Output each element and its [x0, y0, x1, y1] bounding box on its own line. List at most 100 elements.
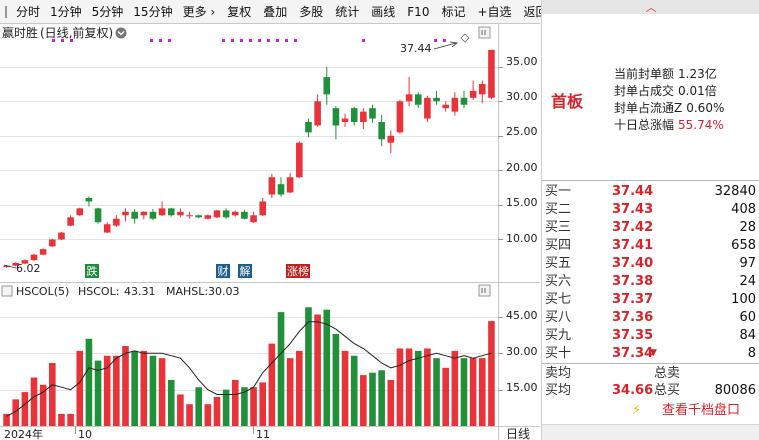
mark-button[interactable]: 标记: [441, 4, 466, 19]
f10-button[interactable]: F10: [407, 4, 430, 19]
signal-dot: [443, 39, 446, 42]
bid-row[interactable]: 买六 37.38 24: [542, 273, 759, 290]
date-axis-label: 2024年: [4, 427, 43, 440]
volume-bar: [305, 307, 312, 426]
candle-body: [222, 210, 230, 218]
volume-bar: [405, 348, 413, 426]
total-sell-label: 总卖: [654, 366, 681, 381]
bid-price: 37.40: [612, 256, 654, 271]
adjust-button[interactable]: 复权: [227, 4, 252, 19]
bid-volume: 24: [739, 274, 756, 289]
stats-button[interactable]: 统计: [335, 4, 360, 19]
bid-row[interactable]: 买九 37.35 84: [542, 327, 759, 344]
bid-price: 37.38: [612, 274, 654, 289]
signal-dot: [267, 39, 270, 42]
volume-bar: [387, 379, 395, 426]
candle-body: [451, 97, 459, 112]
volume-bar: [67, 413, 74, 426]
candle-body: [39, 249, 47, 255]
bid-level: 买六: [545, 274, 572, 289]
marker-unlock[interactable]: 解: [238, 264, 252, 278]
price-axis-tick: 35.00: [506, 55, 538, 68]
bid-row[interactable]: 买三 37.42 28: [542, 219, 759, 236]
info-value: 1.23亿: [678, 67, 717, 81]
low-price-pointer: [3, 264, 17, 269]
close-indicator-icon[interactable]: [478, 284, 491, 297]
draw-line-button[interactable]: 画线: [371, 4, 396, 19]
bid-row[interactable]: 买一 37.44 32840: [542, 183, 759, 200]
candle-body: [186, 215, 193, 217]
tab-intraday[interactable]: 分时: [16, 4, 41, 19]
bid-volume: 97: [739, 256, 756, 271]
view-depth-button[interactable]: ⚡ 查看千档盘口: [542, 400, 759, 422]
tab-15min[interactable]: 15分钟: [133, 4, 173, 19]
add-watchlist-button[interactable]: +自选: [477, 4, 512, 19]
date-axis-label: 11: [256, 428, 270, 440]
kline-chart-svg[interactable]: 赢时胜 (日线,前复权) 37.44 6.02 跌: [0, 24, 540, 440]
chevron-up-icon[interactable]: ︿: [645, 1, 657, 14]
price-axis-tick: 30.00: [506, 90, 538, 103]
bid-row[interactable]: 买八 37.36 60: [542, 309, 759, 326]
total-buy-value: 80086: [714, 383, 756, 398]
bid-level: 买一: [545, 184, 572, 199]
bid-row[interactable]: 买二 37.43 408: [542, 201, 759, 218]
volume-bar: [259, 382, 267, 426]
marker-fall[interactable]: 跌: [85, 264, 99, 278]
multi-stock-button[interactable]: 多股: [299, 4, 324, 19]
bid-volume: 100: [731, 292, 756, 307]
tab-5min[interactable]: 5分钟: [91, 4, 124, 19]
kline-chart[interactable]: 赢时胜 (日线,前复权) 37.44 6.02 跌: [0, 24, 540, 440]
sell-summary-row: 卖均 总卖: [542, 365, 759, 382]
bid-row[interactable]: 买七 37.37 100: [542, 291, 759, 308]
candle-body: [12, 262, 20, 266]
volume-bar: [250, 387, 257, 426]
volume-bar: [49, 363, 56, 426]
candle-body: [67, 217, 74, 226]
info-label: 封单占成交: [614, 84, 675, 98]
bid-price: 37.35: [612, 328, 654, 343]
signal-dot: [258, 39, 261, 42]
bid-price: 37.37: [612, 292, 654, 307]
candle-body: [378, 122, 385, 140]
tab-1min[interactable]: 1分钟: [50, 4, 82, 19]
high-arrowhead-icon: [449, 41, 458, 48]
toolbar-checkbox[interactable]: [5, 5, 7, 18]
sell-avg-label: 卖均: [545, 366, 572, 381]
candle-body: [250, 215, 257, 223]
candle-body: [277, 184, 285, 195]
total-buy-label: 总买: [654, 383, 681, 398]
diamond-icon[interactable]: [460, 33, 470, 43]
collapse-bar[interactable]: ︿: [542, 0, 759, 14]
bid-row[interactable]: 买五 37.40 97: [542, 255, 759, 272]
indicator-header[interactable]: HSCOL(5) HSCOL: 43.31 MAHSL: 30.03: [1, 285, 240, 298]
volume-bar: [158, 358, 166, 426]
overlay-button[interactable]: 叠加: [263, 4, 288, 19]
volume-axis-tick: 15.00: [506, 381, 538, 394]
marker-top-list[interactable]: 涨榜: [286, 264, 310, 278]
bid-level: 买三: [545, 220, 572, 235]
candle-body: [49, 239, 56, 247]
bid-row[interactable]: 买十 37.34 ▼ 8: [542, 345, 759, 362]
info-row-seal-float: 封单占流通Z 0.60%: [614, 100, 724, 116]
bid-row[interactable]: 买四 37.41 658: [542, 237, 759, 254]
candle-body: [204, 215, 212, 219]
volume-bar: [58, 413, 65, 426]
volume-axis-tick: 45.00: [506, 309, 538, 322]
candle-body: [433, 97, 440, 102]
close-chart-icon[interactable]: [478, 26, 491, 39]
chevron-down-circle-icon[interactable]: [115, 27, 127, 39]
volume-bar: [167, 379, 175, 426]
bid-price: 37.34: [612, 346, 654, 361]
marker-finance[interactable]: 财: [216, 264, 230, 278]
info-row-ten-day-gain: 十日总涨幅 55.74%: [614, 117, 724, 133]
down-arrow-icon: ▼: [650, 348, 657, 358]
signal-dot: [61, 39, 64, 42]
more-menu[interactable]: 更多 ›: [182, 4, 216, 19]
info-label: 当前封单额: [614, 67, 675, 81]
volume-bar: [241, 387, 248, 426]
candle-body: [122, 211, 129, 216]
period-tab[interactable]: 日线: [506, 427, 530, 440]
volume-bar: [12, 399, 20, 426]
volume-bar: [113, 355, 120, 426]
